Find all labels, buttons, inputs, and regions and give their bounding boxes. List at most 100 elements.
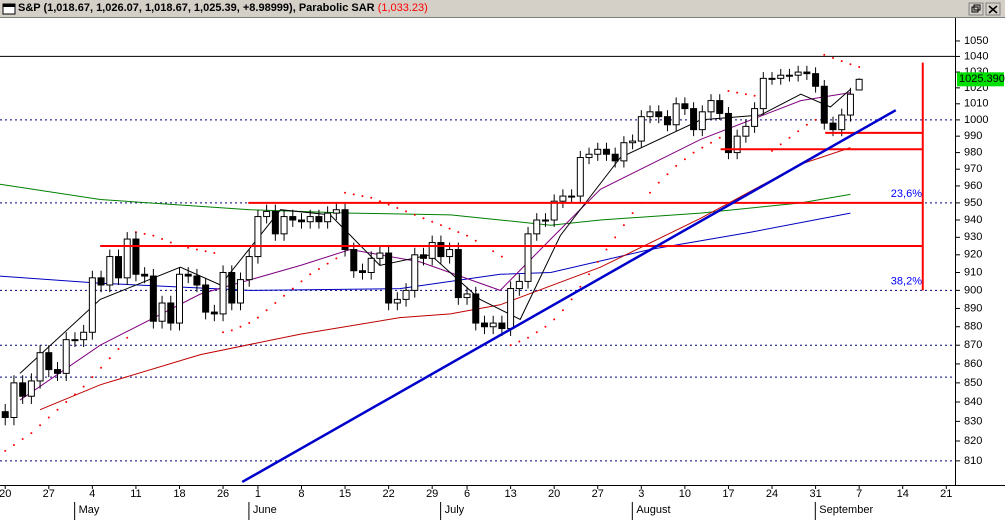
sar-dot — [335, 257, 338, 260]
x-tick-label: 7 — [856, 488, 862, 500]
sar-dot — [561, 309, 564, 312]
sar-dot — [265, 309, 268, 312]
sar-dot — [195, 248, 198, 251]
y-tick-label: 810 — [964, 455, 982, 467]
x-tick-label: 4 — [89, 488, 95, 500]
candle-body — [376, 252, 384, 259]
sar-dot — [683, 158, 686, 161]
sar-dot — [771, 149, 774, 152]
sar-dot — [779, 143, 782, 146]
sar-dot — [73, 393, 76, 396]
candle-body — [1, 411, 9, 418]
sar-dot — [614, 236, 617, 239]
sar-dot — [12, 443, 15, 446]
y-tick-label: 860 — [964, 358, 982, 370]
candle-body — [690, 108, 698, 131]
candle-body — [820, 85, 828, 124]
candle-body — [88, 277, 96, 333]
y-tick-label: 910 — [964, 266, 982, 278]
y-tick-label: 900 — [964, 284, 982, 296]
sar-dot — [736, 91, 739, 94]
x-tick-label: 29 — [426, 488, 438, 500]
candle-body — [637, 116, 645, 142]
candle-body — [271, 210, 279, 235]
sar-dot — [152, 234, 155, 237]
sar-dot — [588, 273, 591, 276]
month-label: August — [636, 504, 670, 516]
sar-dot — [422, 217, 425, 220]
sar-dot — [222, 331, 225, 334]
candle-body — [385, 252, 393, 304]
y-tick-label: 830 — [964, 415, 982, 427]
sar-dot — [300, 280, 303, 283]
candle-body — [463, 293, 471, 299]
chart-title: S&P (1,018.67, 1,026.07, 1,018.67, 1,025… — [18, 2, 375, 14]
candle-body — [576, 157, 584, 197]
y-tick-label: 920 — [964, 249, 982, 261]
sar-dot — [570, 298, 573, 301]
sar-dot — [622, 224, 625, 227]
candle-body — [393, 298, 401, 304]
sar-dot — [466, 234, 469, 237]
candle-body — [219, 271, 227, 315]
candle-body — [515, 280, 523, 290]
candle-body — [62, 339, 70, 374]
sar-dot — [840, 60, 843, 63]
sar-dot — [657, 181, 660, 184]
candle-body — [498, 322, 506, 330]
sar-title: (1,033.23) — [377, 2, 428, 14]
candle-body — [620, 142, 628, 162]
candle-body — [419, 254, 427, 259]
sar-dot — [596, 260, 599, 263]
candle-body — [71, 339, 79, 342]
sar-dot — [47, 416, 50, 419]
window-buttons[interactable] — [968, 2, 1002, 16]
candle-body — [698, 111, 706, 131]
sar-dot — [849, 63, 852, 66]
x-tick-label: 20 — [0, 488, 11, 500]
sar-dot — [474, 239, 477, 242]
candle-body — [846, 93, 854, 116]
y-tick-label: 970 — [964, 163, 982, 175]
moving-average — [19, 89, 851, 374]
candle-body — [568, 195, 576, 198]
candle-body — [629, 140, 637, 144]
y-tick-label: 960 — [964, 180, 982, 192]
y-tick-label: 930 — [964, 231, 982, 243]
sar-dot — [378, 200, 381, 203]
x-tick-label: 13 — [504, 488, 516, 500]
candle-body — [446, 249, 454, 258]
candle-body — [533, 219, 541, 235]
sar-dot — [431, 220, 434, 223]
background — [0, 18, 1005, 520]
candle-body — [411, 254, 419, 291]
y-tick-label: 870 — [964, 339, 982, 351]
candle-body — [454, 249, 462, 299]
sar-dot — [727, 90, 730, 93]
candle-body — [716, 100, 724, 114]
candle-body — [358, 270, 366, 273]
candle-body — [167, 302, 175, 324]
sar-dot — [579, 285, 582, 288]
month-label: June — [253, 504, 277, 516]
sar-dot — [204, 250, 207, 253]
candle-body — [254, 216, 262, 258]
candle-body — [759, 77, 767, 110]
x-tick-label: 14 — [897, 488, 909, 500]
sar-dot — [405, 210, 408, 213]
x-tick-label: 27 — [43, 488, 55, 500]
sar-dot — [605, 248, 608, 251]
candle-body — [315, 216, 323, 223]
candle-body — [141, 273, 149, 277]
candle-body — [655, 111, 663, 118]
candle-body — [324, 212, 332, 223]
candle-body — [97, 277, 105, 286]
candle-body — [228, 271, 236, 304]
sar-dot — [274, 302, 277, 305]
candle-body — [724, 112, 732, 154]
candle-body — [829, 122, 837, 131]
sar-dot — [649, 191, 652, 194]
sar-dot — [518, 340, 521, 343]
x-tick-label: 22 — [382, 488, 394, 500]
